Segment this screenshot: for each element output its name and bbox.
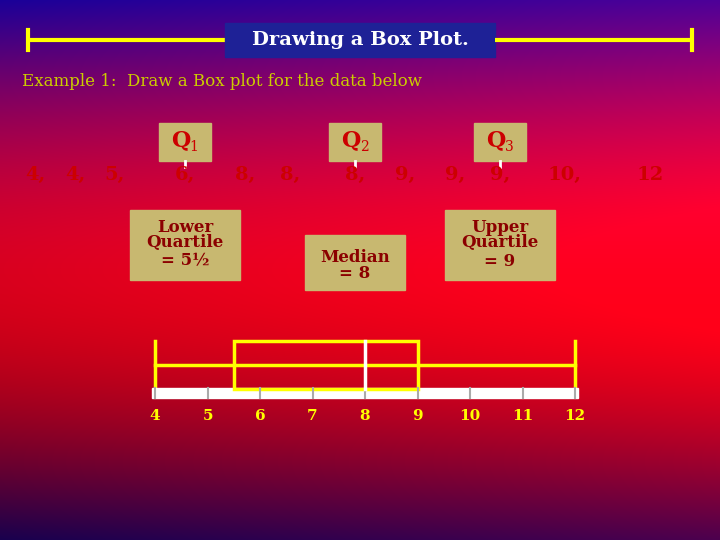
Text: 8: 8 (360, 409, 370, 423)
Text: 3: 3 (505, 140, 513, 154)
Bar (159, 123, 211, 161)
Text: 2: 2 (359, 140, 369, 154)
Text: 4,: 4, (25, 166, 45, 184)
Text: 4: 4 (150, 409, 161, 423)
Text: 4,: 4, (65, 166, 85, 184)
Text: = 5½: = 5½ (161, 253, 210, 269)
Text: Example 1:  Draw a Box plot for the data below: Example 1: Draw a Box plot for the data … (22, 73, 422, 91)
Text: Q: Q (486, 129, 505, 151)
Bar (445, 210, 555, 280)
Text: 9,: 9, (445, 166, 465, 184)
Text: = 8: = 8 (339, 265, 371, 281)
Text: 5: 5 (202, 409, 212, 423)
Text: Upper: Upper (472, 219, 528, 235)
Bar (234, 341, 418, 389)
Text: 8,: 8, (280, 166, 300, 184)
Text: 8,: 8, (345, 166, 365, 184)
Bar (152, 388, 578, 398)
Text: 12: 12 (564, 409, 585, 423)
Text: 1: 1 (189, 140, 199, 154)
Text: 5,: 5, (105, 166, 125, 184)
Text: 7: 7 (307, 409, 318, 423)
Text: 9,: 9, (490, 166, 510, 184)
Text: 12: 12 (636, 166, 664, 184)
Bar (305, 235, 405, 290)
Bar (329, 123, 381, 161)
Text: 8,: 8, (235, 166, 255, 184)
Text: 9: 9 (412, 409, 423, 423)
Text: 10: 10 (459, 409, 481, 423)
Text: Quartile: Quartile (146, 234, 224, 252)
Text: Q: Q (171, 129, 191, 151)
Text: 10,: 10, (548, 166, 582, 184)
Bar (474, 123, 526, 161)
Text: Drawing a Box Plot.: Drawing a Box Plot. (251, 31, 469, 49)
Bar (130, 210, 240, 280)
Text: 9,: 9, (395, 166, 415, 184)
Text: Lower: Lower (157, 219, 213, 235)
Text: Q: Q (341, 129, 361, 151)
Text: 6: 6 (255, 409, 265, 423)
Text: 6,: 6, (175, 166, 195, 184)
Text: = 9: = 9 (485, 253, 516, 269)
Text: Quartile: Quartile (462, 234, 539, 252)
Bar (225, 23, 495, 57)
Text: Median: Median (320, 248, 390, 266)
Text: 11: 11 (512, 409, 533, 423)
